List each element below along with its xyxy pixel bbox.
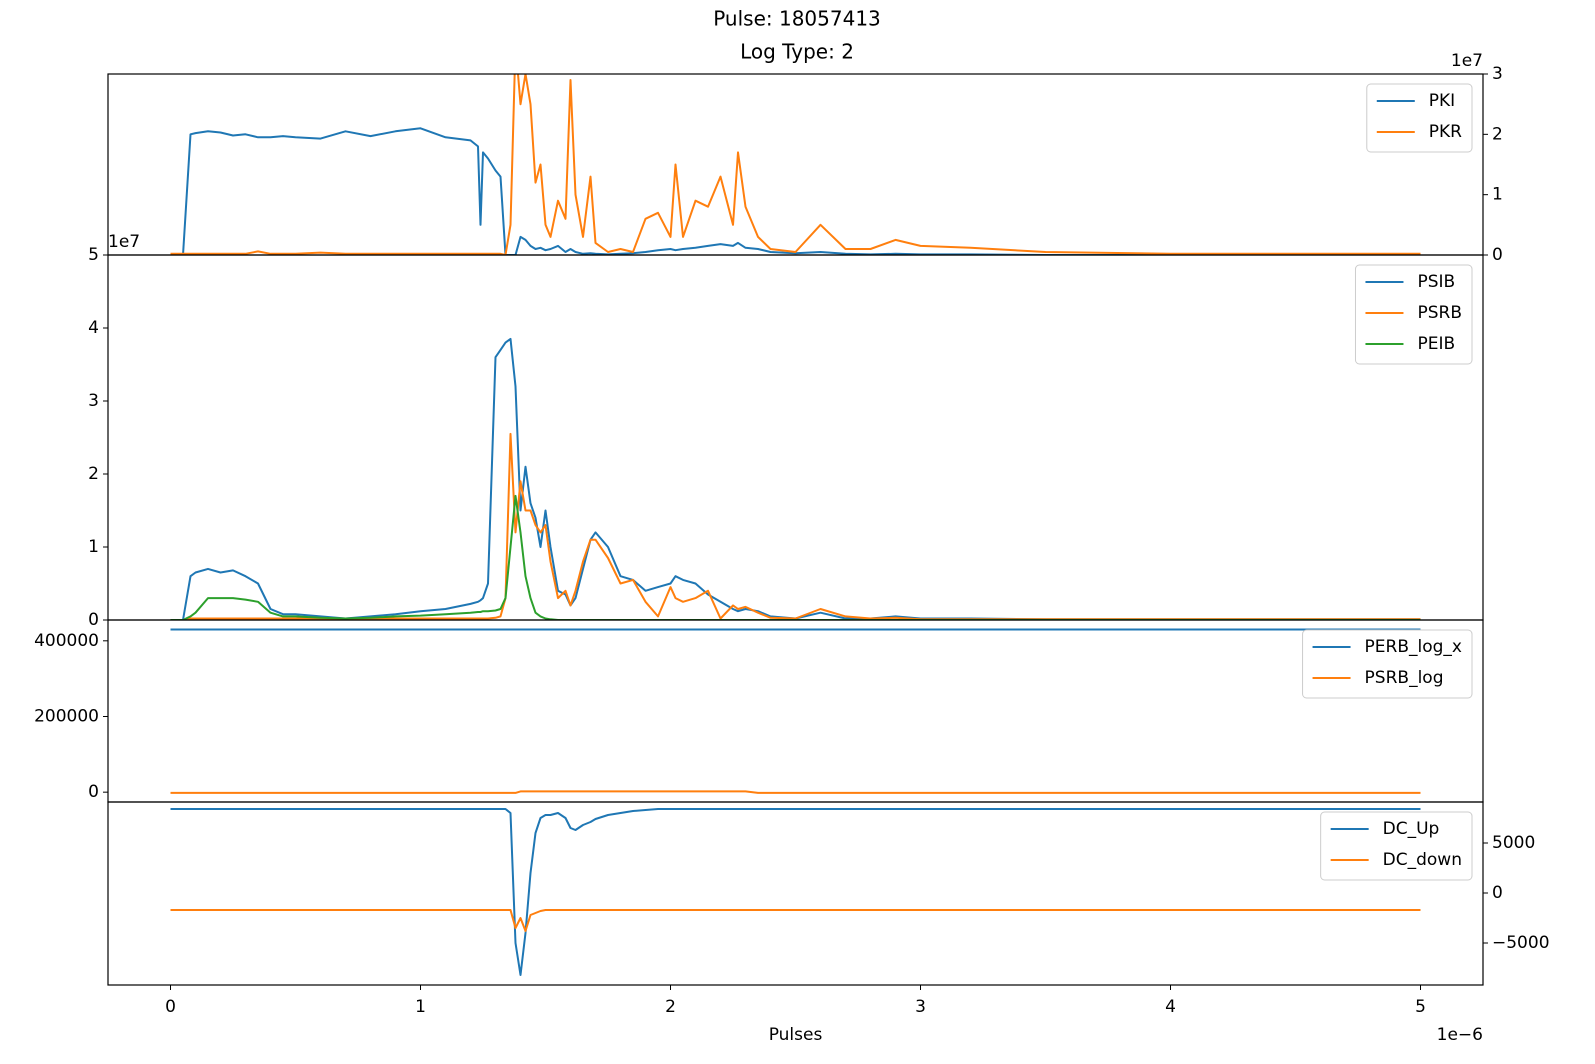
series-line	[170, 127, 1421, 255]
legend-label: PKR	[1429, 122, 1462, 142]
y-tick-label: 5000	[1492, 833, 1535, 853]
legend-label: PEIB	[1417, 334, 1455, 354]
y-tick-label: 1	[88, 537, 99, 557]
x-tick-label: 2	[665, 997, 676, 1017]
series-line	[170, 74, 1421, 255]
legend: PSIB PSRB PEIB	[1354, 264, 1473, 365]
y-tick-label: 0	[88, 610, 99, 630]
axes-frame	[107, 801, 1484, 986]
y-tick-label: 0	[88, 782, 99, 802]
series-line	[170, 337, 1421, 620]
x-axis-label: Pulses	[769, 1025, 823, 1045]
x-tick-label: 1	[415, 997, 426, 1017]
axes-frame	[107, 73, 1484, 256]
y-tick-label: 2	[88, 464, 99, 484]
legend-label: DC_Up	[1383, 819, 1440, 839]
x-tick-label: 4	[1165, 997, 1176, 1017]
legend: DC_Up DC_down	[1320, 811, 1473, 881]
legend-frame	[1354, 264, 1473, 365]
legend-label: PERB_log_x	[1365, 637, 1462, 657]
y-offset-label: 1e7	[108, 232, 140, 252]
legend-label: PSRB_log	[1365, 668, 1444, 688]
x-tick-label: 5	[1415, 997, 1426, 1017]
y-tick-label: 400000	[34, 631, 99, 651]
y-tick-label: 200000	[34, 706, 99, 726]
y-tick-label: 5	[88, 245, 99, 265]
legend: PKI PKR	[1366, 83, 1473, 153]
y-tick-label: 1	[1492, 185, 1503, 205]
y-tick-label: 4	[88, 318, 99, 338]
axes-frame	[107, 619, 1484, 803]
legend-label: PSRB	[1417, 303, 1462, 323]
series-line	[170, 808, 1421, 976]
y-tick-label: 2	[1492, 124, 1503, 144]
legend: PERB_log_x PSRB_log	[1302, 629, 1473, 699]
x-tick-label: 3	[915, 997, 926, 1017]
y-tick-label: 3	[1492, 64, 1503, 84]
title-line: Log Type: 2	[740, 40, 854, 64]
y-offset-label: 1e7	[1451, 51, 1483, 71]
x-tick-label: 0	[165, 997, 176, 1017]
series-line	[170, 494, 1421, 620]
title-line: Pulse: 18057413	[713, 7, 881, 31]
legend-label: PSIB	[1417, 272, 1455, 292]
legend-label: DC_down	[1383, 850, 1462, 870]
y-tick-label: 0	[1492, 883, 1503, 903]
y-tick-label: 3	[88, 391, 99, 411]
series-line	[170, 432, 1421, 620]
x-offset-label: 1e−6	[1437, 1025, 1483, 1045]
series-line	[170, 909, 1421, 932]
series-line	[170, 790, 1421, 794]
y-tick-label: 0	[1492, 245, 1503, 265]
legend-label: PKI	[1429, 91, 1455, 111]
axes-frame	[107, 254, 1484, 621]
y-tick-label: −5000	[1492, 933, 1550, 953]
